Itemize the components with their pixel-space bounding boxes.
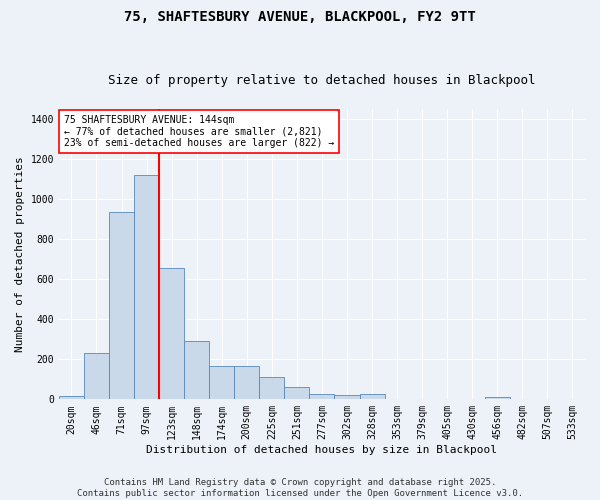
Text: Contains HM Land Registry data © Crown copyright and database right 2025.
Contai: Contains HM Land Registry data © Crown c…: [77, 478, 523, 498]
Bar: [234, 366, 259, 400]
Bar: [334, 396, 359, 400]
Bar: [159, 268, 184, 400]
X-axis label: Distribution of detached houses by size in Blackpool: Distribution of detached houses by size …: [146, 445, 497, 455]
Bar: [284, 388, 310, 400]
Bar: [109, 212, 134, 400]
Bar: [59, 396, 84, 400]
Title: Size of property relative to detached houses in Blackpool: Size of property relative to detached ho…: [108, 74, 536, 87]
Text: 75 SHAFTESBURY AVENUE: 144sqm
← 77% of detached houses are smaller (2,821)
23% o: 75 SHAFTESBURY AVENUE: 144sqm ← 77% of d…: [64, 115, 334, 148]
Bar: [84, 354, 109, 400]
Bar: [485, 397, 510, 400]
Bar: [310, 394, 334, 400]
Bar: [359, 394, 385, 400]
Bar: [209, 366, 234, 400]
Bar: [259, 378, 284, 400]
Y-axis label: Number of detached properties: Number of detached properties: [15, 156, 25, 352]
Bar: [134, 175, 159, 400]
Bar: [184, 342, 209, 400]
Text: 75, SHAFTESBURY AVENUE, BLACKPOOL, FY2 9TT: 75, SHAFTESBURY AVENUE, BLACKPOOL, FY2 9…: [124, 10, 476, 24]
